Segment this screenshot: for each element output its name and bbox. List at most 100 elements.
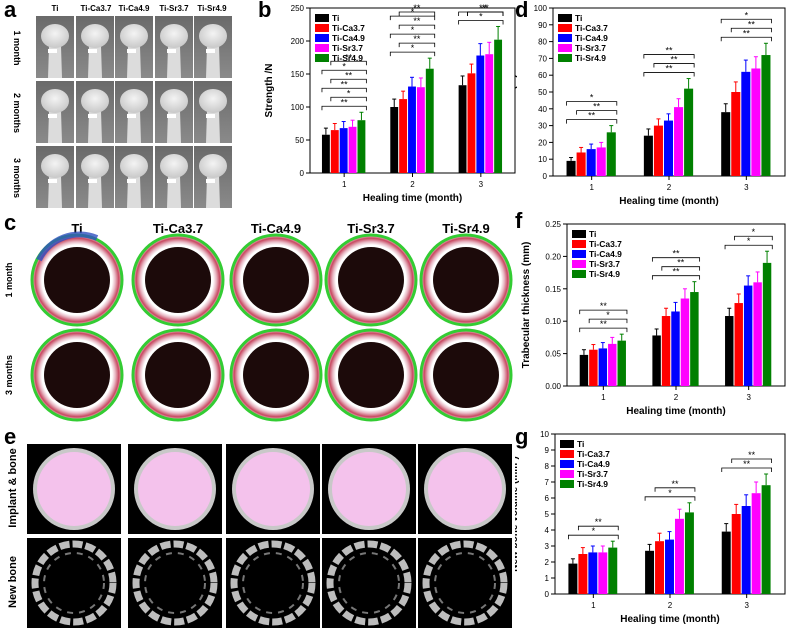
legend-swatch xyxy=(558,14,572,22)
histology-section xyxy=(324,233,418,327)
significance-mark: ** xyxy=(600,301,608,311)
significance-bracket xyxy=(661,266,701,271)
femur-shaft xyxy=(88,46,102,78)
panel-c-col-label: Ti-Ca3.7 xyxy=(153,221,203,236)
legend-label: Ti xyxy=(332,13,339,23)
xray-cells xyxy=(36,16,232,208)
significance-bracket xyxy=(389,51,436,57)
xray-image xyxy=(194,146,232,208)
y-tick-label: 2 xyxy=(545,558,550,567)
y-tick-label: 0.25 xyxy=(545,220,561,229)
significance-mark: ** xyxy=(743,459,751,469)
femur-shaft xyxy=(48,46,62,78)
significance-mark: * xyxy=(668,488,672,498)
significance-bracket xyxy=(721,467,772,472)
y-tick-label: 100 xyxy=(291,103,305,112)
bar xyxy=(476,55,485,173)
y-axis-label: New bone volume (mm²) xyxy=(515,456,520,572)
legend-label: Ti-Ca4.9 xyxy=(577,459,610,469)
bar xyxy=(578,554,588,594)
x-tick-label: 3 xyxy=(744,601,749,610)
significance-mark: ** xyxy=(743,28,751,38)
bar xyxy=(321,134,330,173)
legend-label: Ti-Sr3.7 xyxy=(575,43,606,53)
femur-shaft xyxy=(127,176,141,208)
bar xyxy=(741,71,751,176)
significance-bracket xyxy=(654,487,696,492)
x-tick-label: 3 xyxy=(479,180,484,189)
significance-mark: ** xyxy=(600,319,608,329)
femur-shaft xyxy=(48,111,62,143)
panel-c-col-label: Ti-Sr4.9 xyxy=(442,221,489,236)
implant-marker xyxy=(127,49,136,53)
panel-letter-e: e xyxy=(4,424,17,449)
histology-cells xyxy=(30,231,513,422)
significance-bracket xyxy=(321,69,367,75)
xray-image xyxy=(36,81,74,143)
femur-head xyxy=(41,24,69,48)
significance-bracket xyxy=(566,101,618,106)
legend-label: Ti xyxy=(589,229,596,239)
significance-bracket xyxy=(579,309,628,315)
legend-label: Ti-Ca3.7 xyxy=(332,23,365,33)
panel-a-row-label: 1 month xyxy=(12,31,22,66)
legend-label: Ti-Ca3.7 xyxy=(577,449,610,459)
significance-bracket xyxy=(330,60,367,66)
panel-c-histology: Ti Ti-Ca3.7 Ti-Ca4.9 Ti-Sr3.7 Ti-Sr4.9 1… xyxy=(4,221,513,422)
xray-image xyxy=(36,16,74,78)
significance-mark: ** xyxy=(482,3,490,13)
significance-bracket xyxy=(576,110,618,115)
histology-section xyxy=(324,328,418,422)
chart-f-trabecular: Trabecular thickness (mm) 0.00 0.05 0.10 0.1… xyxy=(521,220,786,417)
legend-swatch xyxy=(560,480,574,488)
femur-head xyxy=(120,24,148,48)
y-tick-label: 9 xyxy=(545,446,550,455)
significance-bracket xyxy=(720,18,772,24)
bar xyxy=(390,107,399,173)
implant-marker xyxy=(48,49,57,53)
bar xyxy=(663,120,674,176)
bar xyxy=(330,130,339,173)
bar xyxy=(576,152,586,176)
bar xyxy=(753,282,762,386)
panel-a-col-label: Ti xyxy=(52,4,59,13)
significance-mark: ** xyxy=(665,64,673,74)
y-tick-label: 200 xyxy=(291,37,305,46)
legend-label: Ti xyxy=(575,13,582,23)
implant-core xyxy=(44,247,110,313)
histology-section xyxy=(30,231,124,327)
legend-swatch xyxy=(558,34,572,42)
bar xyxy=(671,311,680,386)
significance-mark: * xyxy=(752,227,756,237)
ct-new-bone xyxy=(128,538,222,628)
implant-core xyxy=(145,247,211,313)
panel-c-col-label: Ti-Sr3.7 xyxy=(347,221,394,236)
implant-marker xyxy=(206,49,215,53)
microct-cells xyxy=(27,444,512,628)
implant-marker xyxy=(88,49,97,53)
legend-swatch xyxy=(572,240,586,248)
x-axis-label: Healing time (month) xyxy=(626,406,725,417)
implant-marker xyxy=(48,179,57,183)
bar xyxy=(494,39,503,174)
bar xyxy=(425,68,434,173)
ct-background xyxy=(322,538,416,628)
bar xyxy=(762,262,772,386)
y-tick-label: 90 xyxy=(538,21,547,30)
bar xyxy=(606,132,616,176)
significance-bracket xyxy=(330,96,367,102)
bar xyxy=(684,512,694,594)
panel-letter-a: a xyxy=(4,0,17,22)
y-tick-label: 0.15 xyxy=(545,285,561,294)
ct-implant-bone xyxy=(226,444,320,534)
ct-implant-bone xyxy=(322,444,416,534)
legend-label: Ti-Ca4.9 xyxy=(589,249,622,259)
bar xyxy=(645,550,655,594)
x-axis-label: Healing time (month) xyxy=(619,196,718,207)
significance-bracket xyxy=(467,11,504,16)
panel-a-row-label: 2 months xyxy=(12,93,22,133)
xray-image xyxy=(76,16,114,78)
legend-swatch xyxy=(572,250,586,258)
significance-mark: ** xyxy=(345,52,353,62)
femur-shaft xyxy=(127,46,141,78)
